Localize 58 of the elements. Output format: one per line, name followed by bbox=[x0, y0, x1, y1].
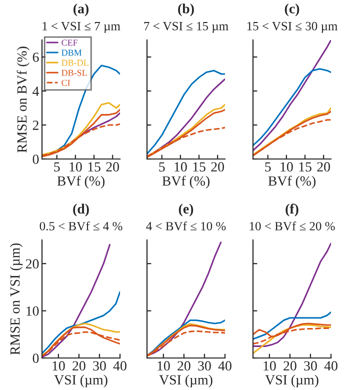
y-axis-title: RMSE on BVf (%) bbox=[16, 46, 30, 153]
x-axis-title: VSI (µm) bbox=[54, 374, 108, 388]
chart-subtitle: 10 < BVf ≤ 20 % bbox=[250, 221, 335, 230]
chart-title: (f) bbox=[286, 204, 298, 216]
y-tick-label: 20 bbox=[26, 259, 39, 269]
y-tick-label: 0 bbox=[32, 154, 39, 164]
x-tick-label: 40 bbox=[218, 361, 232, 371]
x-tick-label: 15 bbox=[299, 162, 312, 172]
y-tick-label: 10 bbox=[26, 306, 39, 316]
y-tick-label: 6 bbox=[32, 52, 39, 62]
x-tick-label: 10 bbox=[52, 361, 65, 371]
x-tick-label: 15 bbox=[88, 162, 100, 172]
chart-subtitle: 4 < BVf ≤ 10 % bbox=[146, 221, 226, 230]
x-tick-label: 15 bbox=[193, 162, 206, 172]
chart-title: (e) bbox=[178, 204, 194, 216]
x-tick-label: 20 bbox=[72, 361, 86, 371]
x-tick-label: 5 bbox=[265, 162, 271, 172]
x-axis-title: BVf (%) bbox=[162, 176, 210, 188]
legend-label: DBM bbox=[62, 50, 82, 56]
x-tick-label: 40 bbox=[324, 361, 338, 371]
x-tick-label: 10 bbox=[70, 162, 82, 172]
x-tick-label: 20 bbox=[317, 162, 330, 172]
x-tick-label: 10 bbox=[264, 361, 276, 371]
x-axis-title: BVf (%) bbox=[57, 176, 104, 188]
x-tick-label: 20 bbox=[178, 361, 190, 371]
line-series bbox=[42, 244, 110, 358]
chart-title: (c) bbox=[284, 4, 300, 16]
x-tick-label: 40 bbox=[113, 361, 126, 371]
x-tick-label: 30 bbox=[93, 361, 106, 371]
x-axis-title: BVf (%) bbox=[268, 176, 316, 188]
x-axis-title: VSI (µm) bbox=[159, 374, 212, 388]
legend-label: DB-DL bbox=[62, 60, 88, 66]
chart-subtitle: 15 < VSI ≤ 30 µm bbox=[247, 22, 338, 33]
x-tick-label: 30 bbox=[198, 361, 211, 371]
line-series bbox=[42, 291, 120, 354]
x-axis-title: VSI (µm) bbox=[265, 374, 318, 388]
x-tick-label: 10 bbox=[158, 361, 170, 371]
chart-title: (d) bbox=[73, 204, 89, 216]
x-tick-label: 10 bbox=[174, 162, 187, 172]
chart-title: (b) bbox=[178, 4, 194, 16]
chart-subtitle: 1 < VSI ≤ 7 µm bbox=[42, 22, 120, 33]
y-tick-label: 4 bbox=[32, 86, 40, 96]
y-tick-label: 0 bbox=[32, 354, 39, 363]
x-tick-label: 10 bbox=[280, 162, 293, 172]
legend-label: CEF bbox=[62, 40, 78, 46]
chart-subtitle: 7 < VSI ≤ 15 µm bbox=[144, 22, 228, 33]
chart-subtitle: 0.5 < BVf ≤ 4 % bbox=[40, 221, 122, 230]
x-tick-label: 20 bbox=[106, 162, 119, 172]
chart-title: (a) bbox=[74, 4, 88, 16]
x-tick-label: 20 bbox=[284, 361, 296, 371]
y-axis-title: RMSE on VSI (µm) bbox=[10, 243, 23, 355]
x-tick-label: 5 bbox=[54, 162, 60, 172]
x-tick-label: 5 bbox=[159, 162, 165, 172]
y-tick-label: 2 bbox=[32, 120, 38, 130]
legend-label: CI bbox=[62, 80, 70, 86]
legend-label: DB-SL bbox=[62, 70, 87, 76]
x-tick-label: 20 bbox=[211, 162, 224, 172]
x-tick-label: 30 bbox=[304, 361, 317, 371]
